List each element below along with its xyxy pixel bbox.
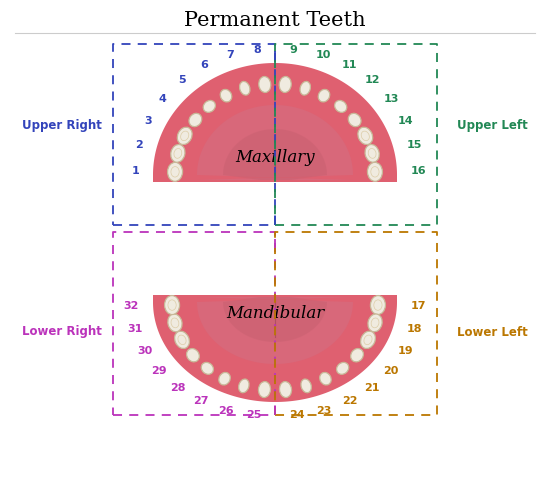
Polygon shape [153, 295, 397, 402]
Text: Maxillary: Maxillary [235, 148, 315, 166]
Text: 13: 13 [383, 94, 399, 104]
Ellipse shape [201, 362, 213, 374]
Ellipse shape [334, 100, 347, 112]
Text: 8: 8 [254, 45, 261, 55]
Text: 20: 20 [383, 366, 399, 376]
Text: 14: 14 [398, 116, 414, 126]
Text: 12: 12 [364, 75, 380, 85]
Ellipse shape [174, 331, 189, 348]
Text: 30: 30 [137, 346, 152, 356]
Ellipse shape [186, 348, 199, 362]
Text: Lower Right: Lower Right [22, 325, 102, 338]
Text: Upper Left: Upper Left [457, 119, 528, 132]
Text: 22: 22 [342, 396, 357, 407]
Ellipse shape [239, 379, 249, 393]
Ellipse shape [279, 382, 292, 397]
Text: Lower Left: Lower Left [457, 325, 528, 338]
Ellipse shape [368, 314, 382, 332]
Text: 21: 21 [364, 383, 380, 393]
Text: 2: 2 [135, 140, 143, 150]
Text: 11: 11 [342, 60, 357, 70]
Text: 23: 23 [316, 406, 332, 416]
Text: 9: 9 [289, 45, 297, 55]
Ellipse shape [365, 144, 380, 162]
Ellipse shape [301, 379, 311, 393]
Ellipse shape [219, 372, 230, 385]
Ellipse shape [164, 296, 179, 314]
Text: 28: 28 [170, 383, 186, 393]
Text: 4: 4 [159, 94, 167, 104]
Text: 19: 19 [398, 346, 414, 356]
Text: Mandibular: Mandibular [226, 305, 324, 323]
Ellipse shape [300, 82, 310, 95]
Ellipse shape [320, 372, 331, 385]
Ellipse shape [177, 127, 192, 144]
Ellipse shape [318, 89, 330, 102]
Text: Permanent Teeth: Permanent Teeth [184, 11, 366, 29]
Ellipse shape [361, 331, 376, 348]
Text: 5: 5 [178, 75, 186, 85]
Ellipse shape [168, 314, 182, 332]
Text: 1: 1 [131, 166, 139, 176]
Polygon shape [197, 105, 353, 180]
Ellipse shape [371, 296, 386, 314]
Ellipse shape [203, 100, 216, 112]
Ellipse shape [220, 89, 232, 102]
Text: 16: 16 [411, 166, 427, 176]
Text: 29: 29 [151, 366, 167, 376]
Text: 24: 24 [289, 410, 305, 420]
Polygon shape [197, 297, 353, 364]
Text: 31: 31 [128, 324, 143, 334]
Text: 15: 15 [407, 140, 422, 150]
Ellipse shape [337, 362, 349, 374]
Text: 26: 26 [218, 406, 234, 416]
Ellipse shape [367, 162, 382, 181]
Text: 17: 17 [411, 301, 426, 311]
Ellipse shape [168, 162, 183, 181]
Ellipse shape [258, 76, 271, 93]
Ellipse shape [351, 348, 364, 362]
Text: 32: 32 [124, 301, 139, 311]
Text: 6: 6 [201, 60, 208, 70]
Text: 25: 25 [246, 410, 261, 420]
Text: Upper Right: Upper Right [22, 119, 102, 132]
Polygon shape [223, 129, 327, 180]
Text: 27: 27 [193, 396, 208, 407]
Ellipse shape [279, 76, 292, 93]
Text: 3: 3 [145, 116, 152, 126]
Ellipse shape [258, 382, 271, 397]
Text: 10: 10 [316, 50, 332, 60]
Ellipse shape [240, 82, 250, 95]
Text: 18: 18 [407, 324, 422, 334]
Polygon shape [223, 297, 327, 342]
Polygon shape [153, 63, 397, 182]
Ellipse shape [189, 113, 202, 127]
Text: 7: 7 [226, 50, 234, 60]
Ellipse shape [348, 113, 361, 127]
Ellipse shape [358, 127, 373, 144]
Ellipse shape [170, 144, 185, 162]
